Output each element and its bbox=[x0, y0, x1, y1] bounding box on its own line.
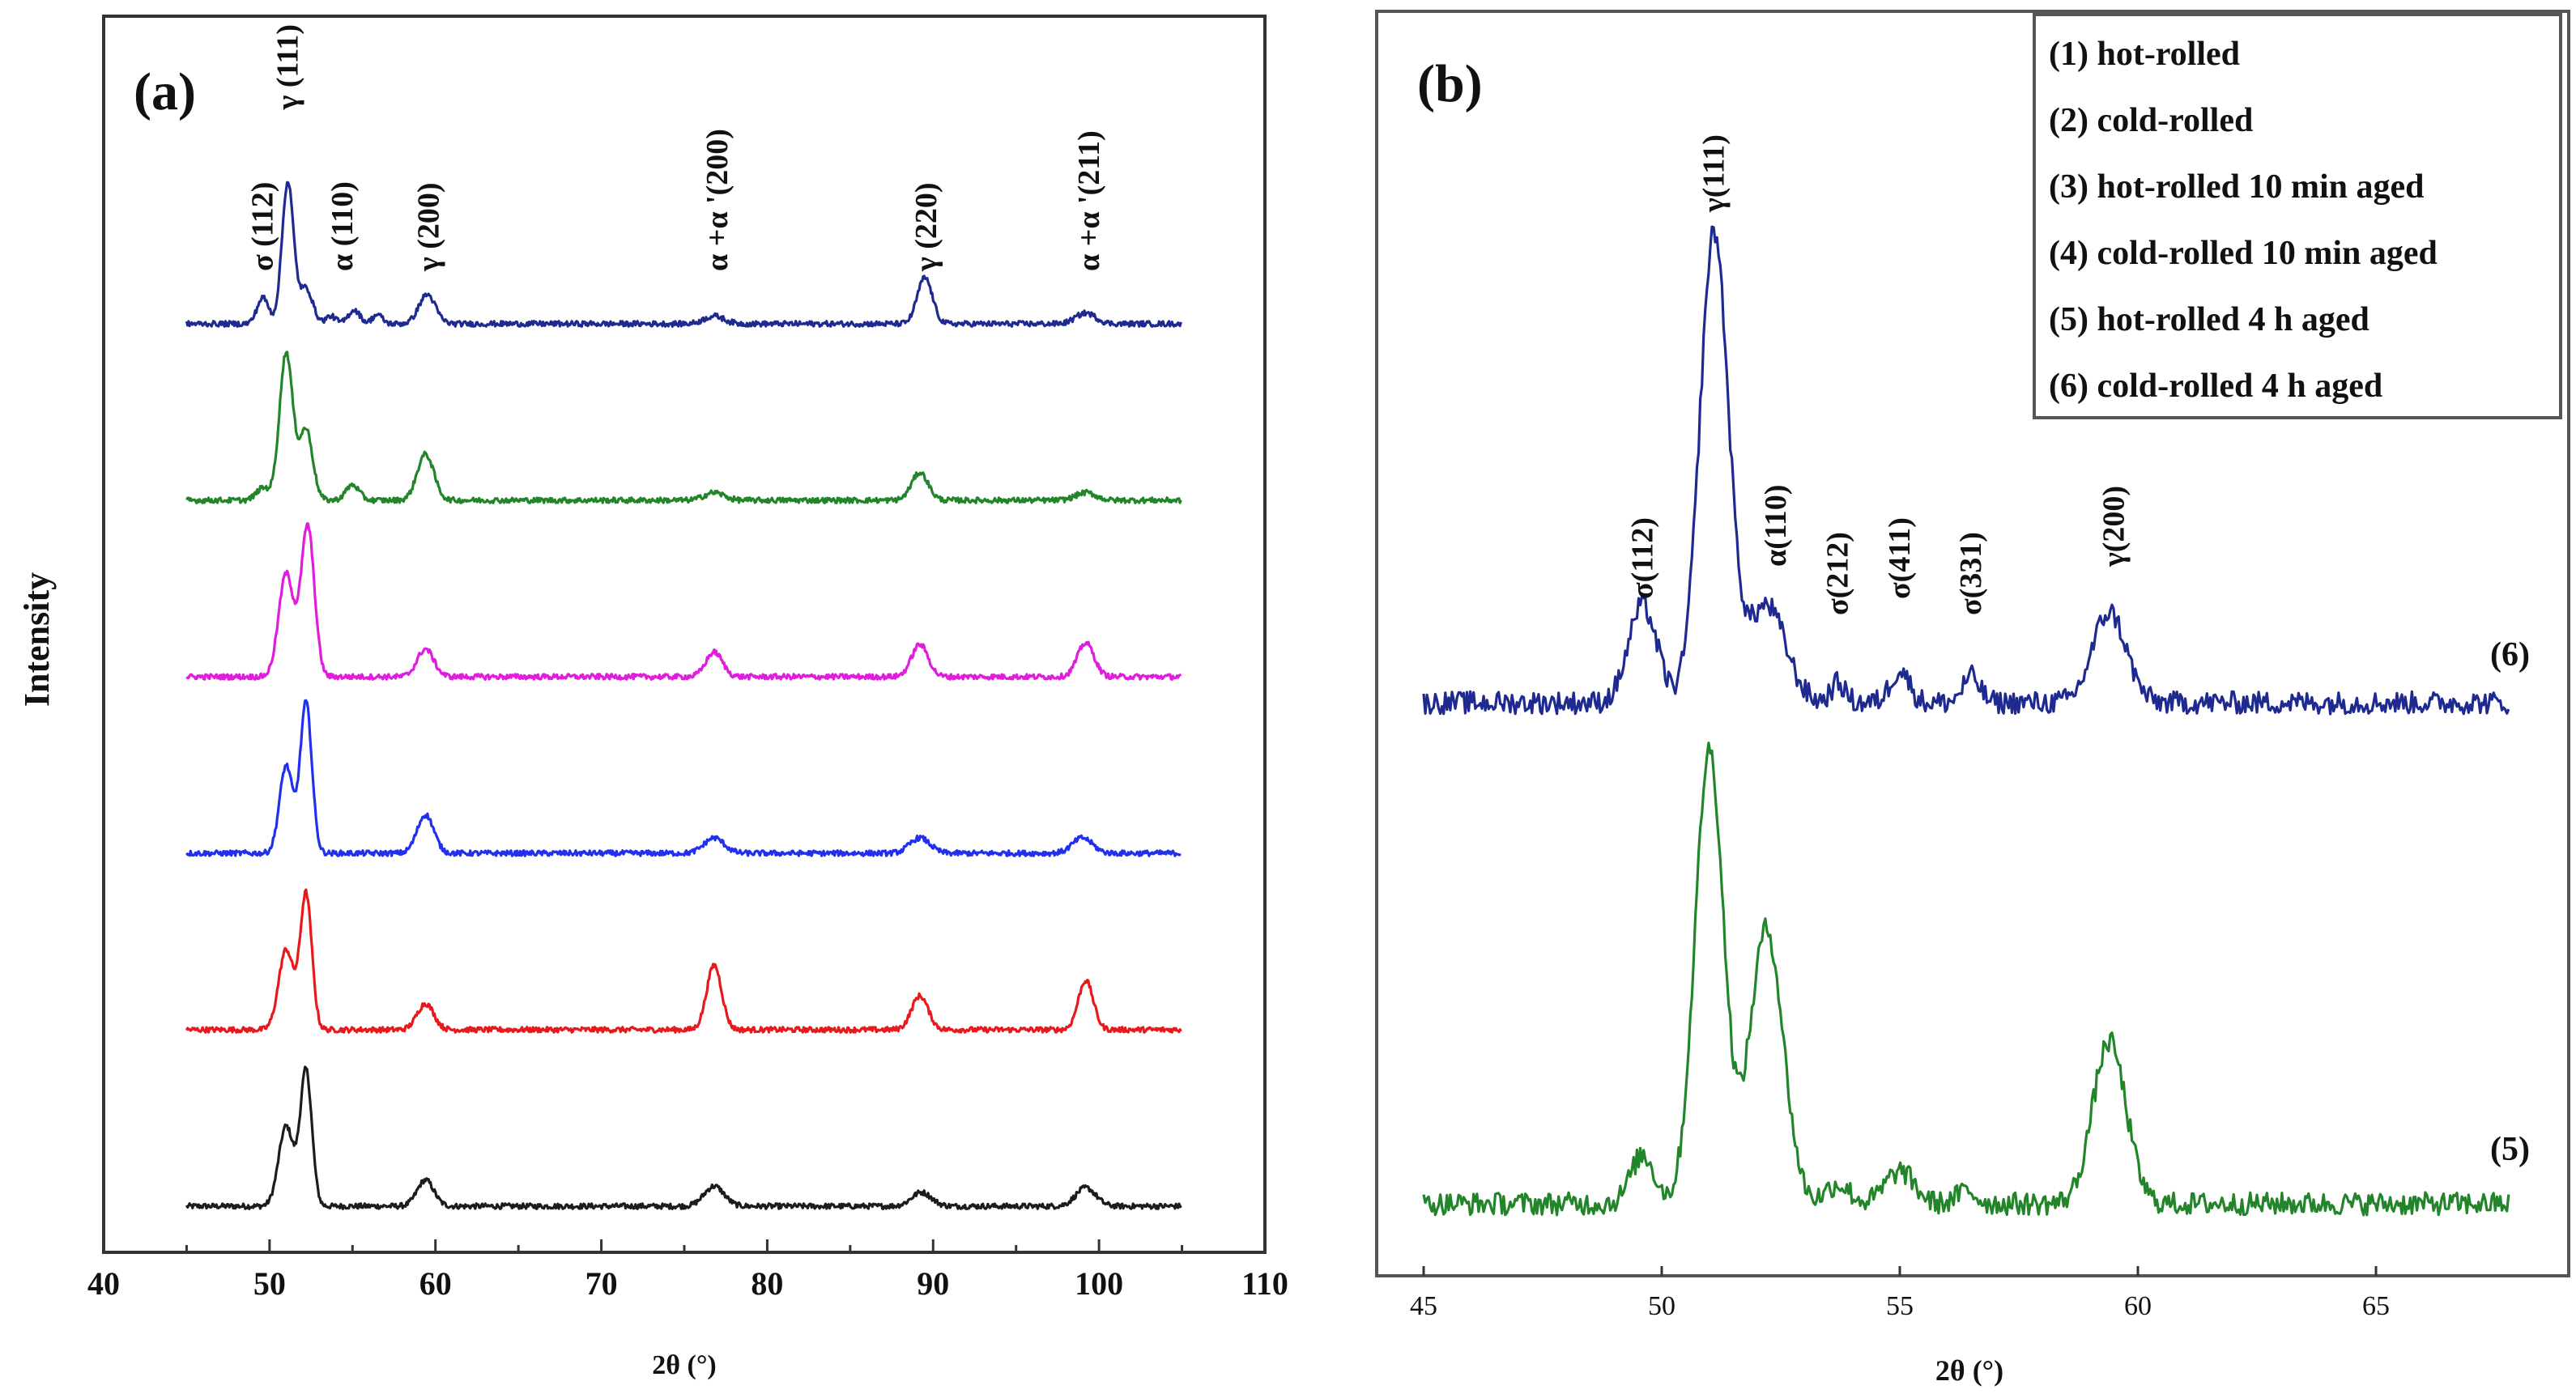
a-xtick-label: 80 bbox=[751, 1265, 783, 1302]
series-label-6: (6) bbox=[2490, 636, 2530, 674]
b-peak-label: γ(111) bbox=[1697, 134, 1731, 213]
legend-item-1: (1) hot-rolled bbox=[2049, 36, 2240, 73]
b-peak-label: σ(411) bbox=[1883, 517, 1917, 599]
a-peak-label: σ (112) bbox=[246, 182, 280, 271]
legend-item-5: (5) hot-rolled 4 h aged bbox=[2049, 301, 2369, 338]
a-peak-label: γ (200) bbox=[412, 182, 446, 272]
a-trace-6 bbox=[185, 181, 1182, 328]
panel-b-peak-labels: σ(112) γ(111) α(110) σ(212) σ(411) σ(331) γ(20… bbox=[1625, 134, 2131, 615]
a-xtick-label: 70 bbox=[585, 1265, 618, 1302]
a-peak-label: γ (111) bbox=[270, 24, 304, 110]
panel-b-frame bbox=[1375, 10, 2570, 1277]
a-trace-1 bbox=[185, 1065, 1182, 1210]
a-peak-label: α (110) bbox=[326, 181, 360, 271]
legend-item-2: (2) cold-rolled bbox=[2049, 102, 2253, 139]
legend: (1) hot-rolled (2) cold-rolled (3) hot-r… bbox=[2033, 13, 2562, 419]
a-peak-label: α +α '(200) bbox=[700, 129, 734, 271]
a-xtick-label: 50 bbox=[253, 1265, 286, 1302]
a-xtick-label: 60 bbox=[419, 1265, 452, 1302]
panel-b: (b) 2θ (°) 45 50 55 60 65 σ(112) γ(111) α(110)… bbox=[1375, 10, 2570, 1387]
b-xtick-label: 45 bbox=[1410, 1291, 1437, 1321]
panel-a-traces bbox=[185, 181, 1182, 1210]
b-peak-label: σ(112) bbox=[1625, 517, 1659, 599]
series-label-5: (5) bbox=[2490, 1131, 2530, 1168]
b-xtick-label: 60 bbox=[2124, 1291, 2152, 1321]
b-trace-6 bbox=[1422, 225, 2510, 716]
b-peak-label: σ(212) bbox=[1821, 532, 1855, 615]
legend-item-6: (6) cold-rolled 4 h aged bbox=[2049, 368, 2382, 405]
legend-box bbox=[2033, 13, 2562, 419]
a-peak-label: γ (220) bbox=[909, 182, 943, 272]
a-trace-3 bbox=[185, 699, 1182, 857]
a-trace-2 bbox=[185, 888, 1182, 1034]
a-trace-5 bbox=[185, 351, 1182, 504]
a-xtick-label: 100 bbox=[1075, 1265, 1123, 1302]
b-xtick-label: 50 bbox=[1648, 1291, 1675, 1321]
panel-a: (a) Intensity 2θ (°) 40 50 60 70 80 90 100 110 … bbox=[17, 15, 1288, 1380]
a-peak-label: α +α '(211) bbox=[1072, 130, 1106, 271]
panel-a-title: (a) bbox=[134, 62, 196, 121]
a-xtick-label: 90 bbox=[917, 1265, 949, 1302]
panel-a-ylabel: Intensity bbox=[17, 572, 57, 707]
panel-a-ticks: 40 50 60 70 80 90 100 110 bbox=[87, 1239, 1288, 1302]
a-xtick-label: 110 bbox=[1241, 1265, 1288, 1302]
legend-item-3: (3) hot-rolled 10 min aged bbox=[2049, 168, 2425, 206]
panel-a-peak-labels: σ (112) γ (111) α (110) γ (200) α +α '(200) γ… bbox=[246, 24, 1106, 272]
panel-b-ticks: 45 50 55 60 65 bbox=[1410, 1266, 2390, 1321]
b-peak-label: σ(331) bbox=[1954, 532, 1988, 615]
legend-item-4: (4) cold-rolled 10 min aged bbox=[2049, 235, 2438, 272]
b-xtick-label: 55 bbox=[1886, 1291, 1914, 1321]
a-xtick-label: 40 bbox=[87, 1265, 120, 1302]
b-peak-label: α(110) bbox=[1759, 485, 1793, 567]
b-peak-label: γ(200) bbox=[2097, 486, 2131, 567]
a-trace-4 bbox=[185, 522, 1182, 681]
panel-b-title: (b) bbox=[1417, 54, 1483, 113]
panel-b-xlabel: 2θ (°) bbox=[1935, 1354, 2003, 1387]
panel-b-traces bbox=[1422, 225, 2510, 1217]
panel-a-xlabel: 2θ (°) bbox=[652, 1350, 717, 1380]
b-xtick-label: 65 bbox=[2362, 1291, 2390, 1321]
b-trace-5 bbox=[1422, 742, 2510, 1217]
